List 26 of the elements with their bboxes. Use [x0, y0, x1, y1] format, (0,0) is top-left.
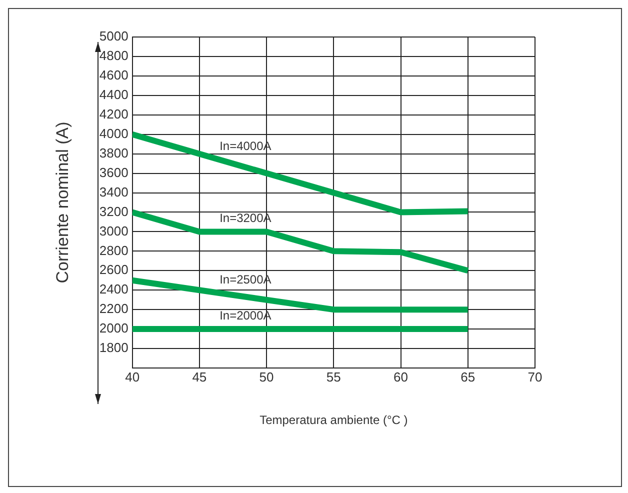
- x-tick-label: 70: [528, 369, 542, 384]
- y-tick-label: 4000: [99, 126, 128, 141]
- x-tick-label: 60: [394, 369, 408, 384]
- y-tick-label: 3800: [99, 145, 128, 160]
- y-tick-label: 2800: [99, 242, 128, 258]
- x-tick-label: 45: [192, 369, 207, 384]
- x-axis-title: Temperatura ambiente (°C ): [260, 413, 408, 428]
- x-tick-label: 65: [460, 369, 476, 384]
- y-tick-label: 2200: [99, 301, 128, 316]
- y-tick-label: 2000: [99, 320, 128, 336]
- y-tick-label: 4400: [99, 86, 128, 102]
- y-tick-label: 5000: [99, 28, 128, 44]
- y-tick-label: 3600: [99, 164, 128, 180]
- y-tick-label: 2400: [99, 282, 128, 297]
- y-tick-label: 3400: [99, 184, 128, 200]
- y-tick-label: 4200: [99, 106, 128, 122]
- y-tick-label: 4800: [99, 48, 128, 64]
- y-tick-label: 1800: [99, 340, 128, 356]
- y-tick-label: 2600: [99, 262, 128, 278]
- x-tick-label: 50: [259, 369, 274, 384]
- x-tick-label: 55: [326, 369, 341, 384]
- y-tick-label: 3000: [99, 223, 128, 238]
- y-axis-title: Corriente nominal (A): [52, 122, 72, 284]
- y-tick-label: 4600: [99, 68, 128, 83]
- x-tick-label: 40: [125, 369, 140, 384]
- y-tick-label: 3200: [99, 204, 128, 219]
